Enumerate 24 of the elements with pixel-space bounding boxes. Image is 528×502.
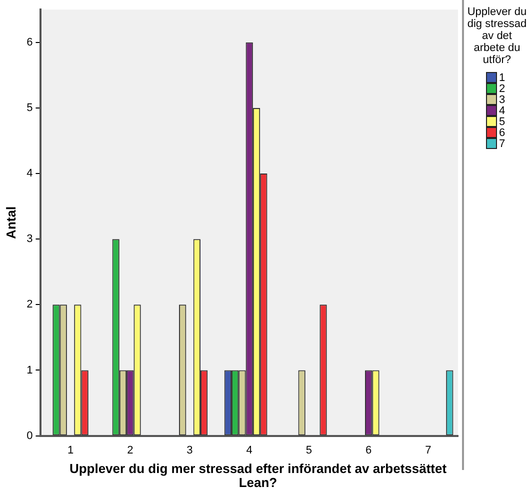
x-tick-label: 5 — [306, 444, 312, 456]
x-axis-title: Upplever du dig mer stressad efter införandet av arbetssättet Lean? — [68, 461, 448, 490]
legend-label: 3 — [499, 94, 506, 106]
legend-label: 1 — [499, 72, 506, 84]
y-tick-label: 6 — [26, 36, 33, 48]
y-tick-label: 3 — [26, 233, 33, 246]
y-axis-title: Antal — [3, 206, 18, 239]
legend-label: 5 — [499, 116, 506, 128]
y-tick-label: 0 — [26, 430, 33, 442]
x-tick-label: 6 — [366, 444, 372, 456]
legend-label: 4 — [499, 104, 506, 116]
legend-title: Upplever du dig stressad av det arbete du utför? — [466, 6, 528, 66]
x-tick-label: 4 — [246, 444, 252, 456]
y-tick-label: 5 — [26, 102, 33, 114]
x-tick-label: 2 — [127, 444, 134, 456]
x-tick-label: 1 — [67, 444, 74, 456]
x-tick-label: 7 — [425, 444, 432, 456]
y-tick-label: 2 — [26, 298, 33, 311]
legend-label: 6 — [499, 126, 506, 138]
legend-label: 2 — [499, 82, 506, 94]
y-tick-label: 4 — [26, 168, 33, 180]
x-tick-label: 3 — [186, 444, 193, 456]
y-tick-label: 1 — [26, 364, 33, 376]
legend-label: 7 — [499, 138, 506, 150]
